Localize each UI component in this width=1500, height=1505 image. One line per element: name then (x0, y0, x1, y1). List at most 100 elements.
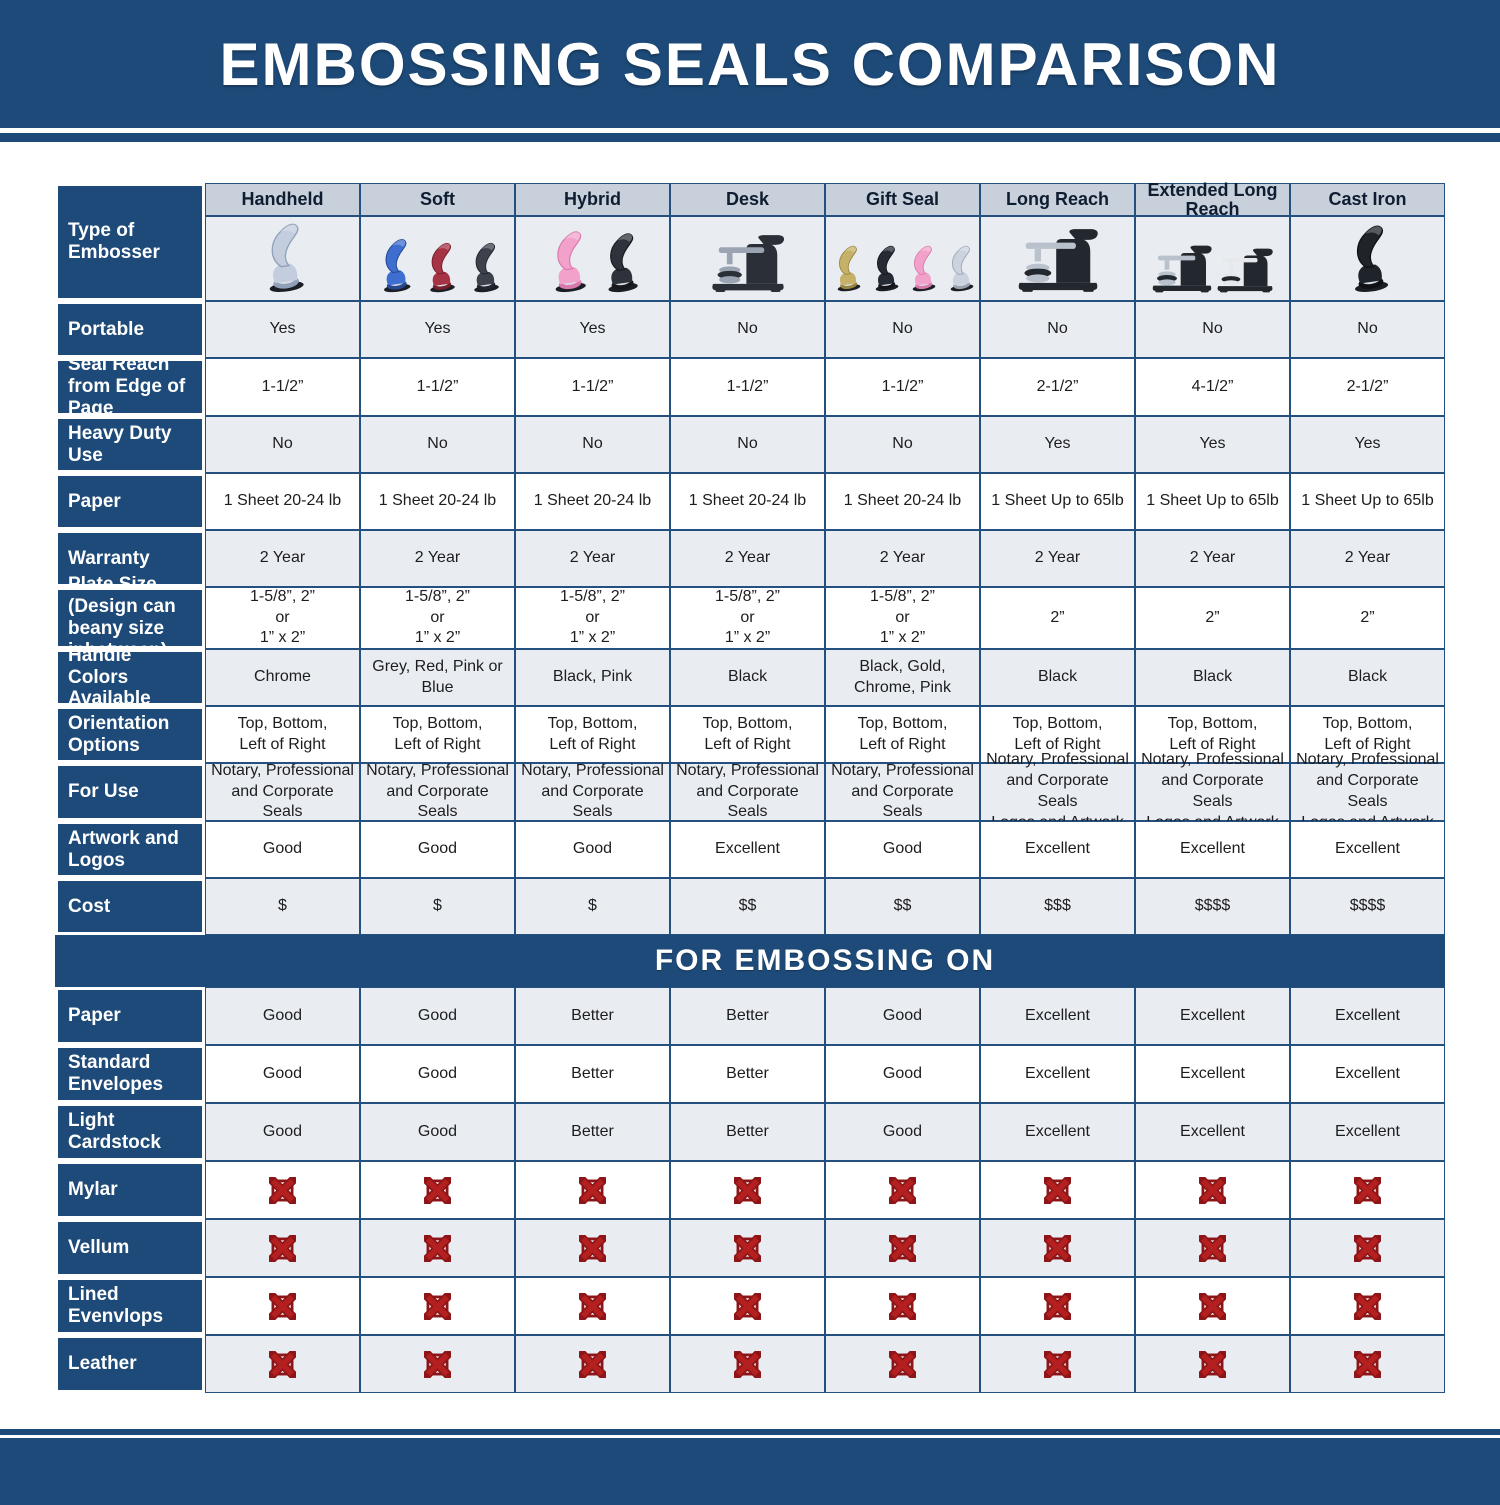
footer-gap (0, 1393, 1500, 1429)
red-x-icon (424, 1292, 451, 1320)
row-label-paper: Paper (55, 473, 205, 530)
red-x-icon (734, 1234, 761, 1262)
cell-artwork-and-logos-extended-long-reach: Excellent (1135, 821, 1290, 878)
hybrid-embosser-icon (555, 231, 586, 293)
cell-cost-cast-iron: $$$$ (1290, 878, 1445, 935)
extended-long-reach-embosser-icon (1152, 245, 1212, 293)
row-label-seal-reach-from-edge-of-page: Seal Reach from Edge of Page (55, 354, 205, 419)
red-x-icon (889, 1176, 916, 1204)
cell-paper-soft: 1 Sheet 20-24 lb (360, 473, 515, 530)
cell-artwork-and-logos-soft: Good (360, 821, 515, 878)
row-label-cost: Cost (55, 878, 205, 935)
cell-leather-desk (670, 1335, 825, 1393)
embosser-image-handheld (205, 216, 360, 301)
cell-paper-cast-iron: Excellent (1290, 987, 1445, 1045)
cell-artwork-and-logos-long-reach: Excellent (980, 821, 1135, 878)
cell-artwork-and-logos-cast-iron: Excellent (1290, 821, 1445, 878)
red-x-icon (1199, 1234, 1226, 1262)
gift-seal-embosser-icon (837, 245, 861, 292)
cell-handle-colors-available-soft: Grey, Red, Pink or Blue (360, 649, 515, 706)
cell-for-use-desk: Notary, Professional and Corporate Seals (670, 762, 825, 821)
cell-plate-size-design-can-beany-size-inbetween-handheld: 1-5/8”, 2” or 1” x 2” (205, 587, 360, 649)
red-x-icon (1044, 1292, 1071, 1320)
cell-plate-size-design-can-beany-size-inbetween-extended-long-reach: 2” (1135, 587, 1290, 649)
cell-handle-colors-available-desk: Black (670, 649, 825, 706)
soft-embosser-icon (473, 242, 499, 293)
cell-seal-reach-from-edge-of-page-long-reach: 2-1/2” (980, 358, 1135, 416)
red-x-icon (1354, 1176, 1381, 1204)
column-header-extended-long-reach: Extended Long Reach (1135, 180, 1290, 218)
cell-standard-envelopes-cast-iron: Excellent (1290, 1045, 1445, 1103)
cell-portable-extended-long-reach: No (1135, 301, 1290, 358)
cell-mylar-soft (360, 1161, 515, 1219)
cell-paper-handheld: 1 Sheet 20-24 lb (205, 473, 360, 530)
cell-paper-desk: 1 Sheet 20-24 lb (670, 473, 825, 530)
cell-vellum-soft (360, 1219, 515, 1277)
cell-handle-colors-available-handheld: Chrome (205, 649, 360, 706)
row-label-mylar: Mylar (55, 1161, 205, 1219)
desk-embosser-icon (711, 235, 784, 292)
cell-warranty-desk: 2 Year (670, 530, 825, 587)
red-x-icon (1354, 1350, 1381, 1378)
cell-vellum-extended-long-reach (1135, 1219, 1290, 1277)
cell-portable-hybrid: Yes (515, 301, 670, 358)
cell-for-use-handheld: Notary, Professional and Corporate Seals (205, 762, 360, 821)
cell-seal-reach-from-edge-of-page-gift-seal: 1-1/2” (825, 358, 980, 416)
cell-leather-hybrid (515, 1335, 670, 1393)
cell-warranty-handheld: 2 Year (205, 530, 360, 587)
cell-orientation-options-hybrid: Top, Bottom, Left of Right (515, 706, 670, 763)
cell-light-cardstock-gift-seal: Good (825, 1103, 980, 1161)
column-header-gift-seal: Gift Seal (825, 183, 980, 216)
red-x-icon (579, 1234, 606, 1262)
cell-mylar-gift-seal (825, 1161, 980, 1219)
cell-standard-envelopes-soft: Good (360, 1045, 515, 1103)
embosser-image-long-reach (980, 216, 1135, 301)
cell-portable-cast-iron: No (1290, 301, 1445, 358)
column-header-cast-iron: Cast Iron (1290, 183, 1445, 216)
cell-lined-evenvlops-hybrid (515, 1277, 670, 1335)
cell-heavy-duty-use-cast-iron: Yes (1290, 416, 1445, 473)
embossing-section-title: FOR EMBOSSING ON (654, 944, 996, 977)
cell-light-cardstock-cast-iron: Excellent (1290, 1103, 1445, 1161)
cell-mylar-handheld (205, 1161, 360, 1219)
cell-leather-long-reach (980, 1335, 1135, 1393)
red-x-icon (424, 1176, 451, 1204)
embosser-image-desk (670, 216, 825, 301)
cell-cost-handheld: $ (205, 878, 360, 935)
cell-artwork-and-logos-desk: Excellent (670, 821, 825, 878)
row-label-lined-evenvlops: Lined Evenvlops (55, 1277, 205, 1335)
cell-warranty-long-reach: 2 Year (980, 530, 1135, 587)
cell-artwork-and-logos-hybrid: Good (515, 821, 670, 878)
cell-lined-evenvlops-cast-iron (1290, 1277, 1445, 1335)
cell-leather-cast-iron (1290, 1335, 1445, 1393)
cell-heavy-duty-use-extended-long-reach: Yes (1135, 416, 1290, 473)
column-header-hybrid: Hybrid (515, 183, 670, 216)
cell-mylar-hybrid (515, 1161, 670, 1219)
gift-seal-embosser-icon (950, 245, 973, 292)
red-x-icon (1044, 1350, 1071, 1378)
cell-heavy-duty-use-handheld: No (205, 416, 360, 473)
cell-paper-long-reach: 1 Sheet Up to 65lb (980, 473, 1135, 530)
cell-cost-hybrid: $ (515, 878, 670, 935)
red-x-icon (424, 1234, 451, 1262)
cell-cost-gift-seal: $$ (825, 878, 980, 935)
cell-cost-extended-long-reach: $$$$ (1135, 878, 1290, 935)
row-label-standard-envelopes: Standard Envelopes (55, 1045, 205, 1103)
column-header-handheld: Handheld (205, 183, 360, 216)
cell-plate-size-design-can-beany-size-inbetween-cast-iron: 2” (1290, 587, 1445, 649)
cell-portable-soft: Yes (360, 301, 515, 358)
cell-standard-envelopes-long-reach: Excellent (980, 1045, 1135, 1103)
cell-lined-evenvlops-extended-long-reach (1135, 1277, 1290, 1335)
cell-mylar-extended-long-reach (1135, 1161, 1290, 1219)
row-label-warranty: Warranty (55, 530, 205, 587)
cell-leather-gift-seal (825, 1335, 980, 1393)
cell-seal-reach-from-edge-of-page-extended-long-reach: 4-1/2” (1135, 358, 1290, 416)
cell-paper-soft: Good (360, 987, 515, 1045)
cell-seal-reach-from-edge-of-page-cast-iron: 2-1/2” (1290, 358, 1445, 416)
soft-embosser-icon (383, 239, 410, 293)
cell-portable-long-reach: No (980, 301, 1135, 358)
cell-seal-reach-from-edge-of-page-desk: 1-1/2” (670, 358, 825, 416)
embosser-image-hybrid (515, 216, 670, 301)
cell-for-use-extended-long-reach: Notary, Professional and Corporate Seals… (1135, 751, 1290, 831)
cell-light-cardstock-handheld: Good (205, 1103, 360, 1161)
